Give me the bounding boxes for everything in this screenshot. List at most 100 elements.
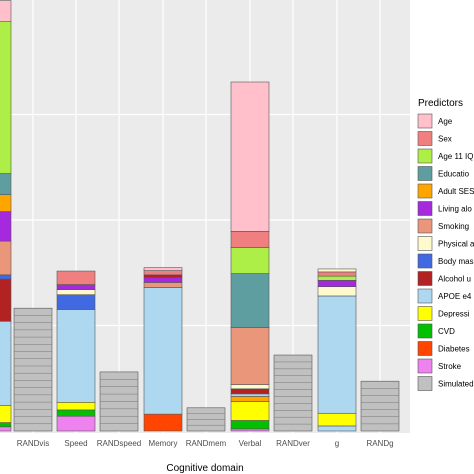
x-axis-title: Cognitive domain: [166, 463, 243, 474]
bar-segment: [273, 354, 313, 432]
x-tick-label: RANDmem: [186, 439, 227, 448]
bar-segment: [230, 428, 270, 432]
legend-swatch: [417, 306, 433, 321]
bar-segment: [0, 405, 12, 423]
bar-segment: [230, 401, 270, 421]
bar-segment: [56, 270, 96, 285]
legend-swatch: [417, 341, 433, 356]
bar-segment: [56, 415, 96, 432]
x-tick-label: RANDvis: [17, 439, 49, 448]
bar-segment: [0, 0, 12, 22]
legend-label: Age 11 IQ: [438, 152, 473, 161]
legend-label: Depressi: [438, 310, 470, 319]
bar-segment: [0, 320, 12, 406]
legend-label: Educatio: [438, 170, 470, 179]
bar-segment: [317, 275, 357, 281]
legend-label: Diabetes: [438, 345, 470, 354]
bar-segment: [230, 396, 270, 402]
bar-stack-RANDvis: [13, 307, 53, 432]
bar-stack-Verbal: [230, 81, 270, 432]
bar-segment: [230, 273, 270, 328]
bar-segment: [13, 307, 53, 432]
legend-swatch: [417, 323, 433, 339]
bar-segment: [0, 422, 12, 428]
bar-segment: [230, 388, 270, 395]
bar-segment: [230, 81, 270, 232]
bar-segment: [230, 247, 270, 274]
x-tick-label: RANDspeed: [97, 439, 141, 448]
legend-items: Age Sex Age 11 IQ Educatio Adult SES Living a…: [417, 113, 474, 391]
bar-stack-RANDmem: [186, 407, 226, 432]
bar-segment: [317, 268, 357, 273]
bar-segment: [317, 295, 357, 414]
legend-label: Simulated: [438, 380, 474, 389]
bar-segment: [230, 231, 270, 248]
bar-segment: [56, 284, 96, 290]
x-tick-label: Speed: [64, 439, 87, 448]
bar-segment: [317, 271, 357, 277]
bar-segment: [317, 412, 357, 427]
legend-label: Smoking: [438, 222, 469, 231]
bar-segment: [56, 294, 96, 310]
bar-segment: [317, 425, 357, 432]
bar-segment: [0, 274, 12, 280]
legend-label: APOE e4: [438, 292, 472, 301]
bar-stack-g: [317, 268, 357, 432]
bar-segment: [0, 278, 12, 322]
bar-segment: [317, 280, 357, 287]
bar-stack-Speed: [56, 270, 96, 432]
legend-label: Sex: [438, 135, 452, 144]
legend: Predictors Age Sex Age 11 IQ Educatio Adult …: [417, 98, 474, 391]
legend-label: Alcohol u: [438, 275, 471, 284]
legend-swatch: [417, 288, 433, 304]
bar-segment: [56, 289, 96, 295]
bar-segment: [0, 240, 12, 276]
legend-label: Adult SES: [438, 187, 474, 196]
bar-segment: [143, 287, 183, 415]
bars: [0, 0, 400, 432]
bar-segment: [0, 194, 12, 212]
bar-segment: [0, 21, 12, 174]
bar-stack-RANDg: [360, 380, 400, 432]
bar-stack-RANDver: [273, 354, 313, 432]
bar-segment: [143, 270, 183, 276]
legend-label: Age: [438, 117, 453, 126]
bar-stack-RANDspeed: [99, 371, 139, 432]
bar-segment: [143, 267, 183, 271]
bar-segment: [230, 420, 270, 430]
legend-swatch: [417, 358, 433, 374]
bar-segment: [230, 327, 270, 385]
legend-swatch: [417, 113, 433, 129]
bar-segment: [143, 277, 183, 283]
x-tick-label: Memory: [149, 439, 178, 448]
legend-swatch: [417, 236, 433, 251]
bar-segment: [143, 413, 183, 432]
legend-swatch: [417, 253, 433, 269]
legend-swatch: [417, 376, 433, 391]
bar-segment: [0, 173, 12, 195]
legend-swatch: [417, 218, 433, 234]
x-tick-label: RANDg: [366, 439, 393, 448]
bar-segment: [143, 282, 183, 288]
bar-segment: [230, 384, 270, 390]
bar-stack-Memory: [143, 267, 183, 432]
legend-swatch: [417, 271, 433, 286]
legend-label: Physical a: [438, 240, 474, 249]
legend-label: CVD: [438, 327, 455, 336]
bar-segment: [0, 426, 12, 432]
bar-segment: [143, 274, 183, 278]
legend-swatch: [417, 166, 433, 181]
legend-label: Living alo: [438, 205, 472, 214]
x-tick-label: Verbal: [239, 439, 262, 448]
bar-stack-ial: [0, 0, 12, 432]
x-tick-label: RANDver: [276, 439, 310, 448]
legend-swatch: [417, 131, 433, 146]
bar-segment: [56, 409, 96, 417]
legend-title: Predictors: [418, 98, 463, 109]
bar-segment: [0, 211, 12, 242]
legend-label: Stroke: [438, 362, 462, 371]
bar-segment: [56, 402, 96, 411]
x-tick-labels: ialRANDvisSpeedRANDspeedMemoryRANDmemVer…: [17, 439, 394, 448]
legend-swatch: [417, 183, 433, 199]
